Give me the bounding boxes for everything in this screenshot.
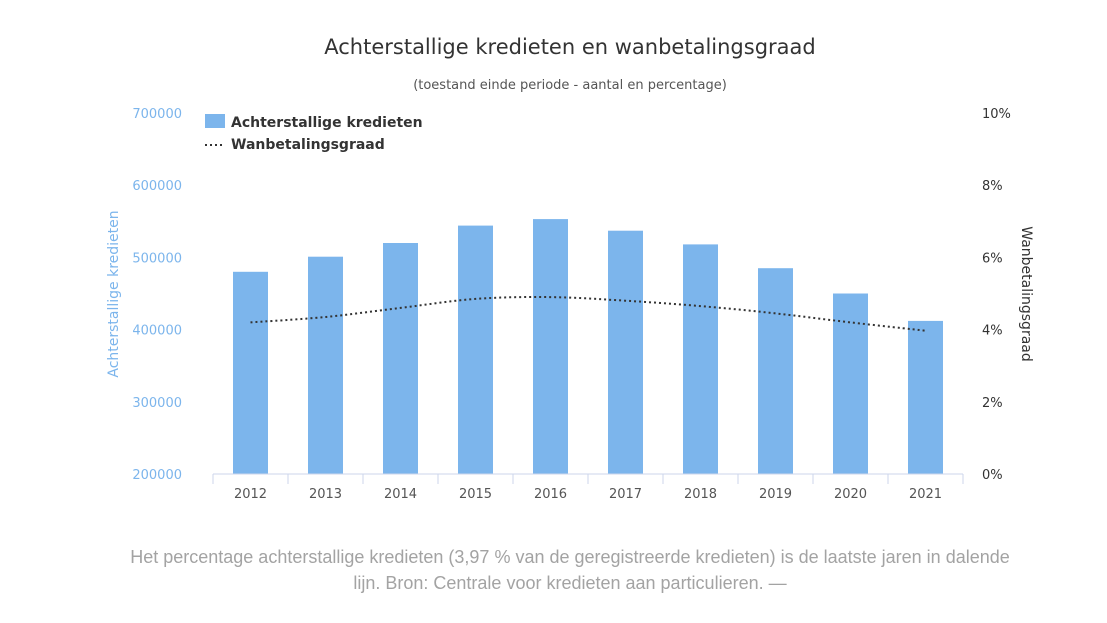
chart-caption: Het percentage achterstallige kredieten … <box>130 547 1010 593</box>
x-tick-label: 2015 <box>459 487 492 502</box>
bar-2014[interactable] <box>383 243 418 474</box>
x-tick-label: 2017 <box>609 487 642 502</box>
y-right-tick-label: 2% <box>982 396 1003 411</box>
x-tick-label: 2016 <box>534 487 567 502</box>
x-tick-label: 2019 <box>759 487 792 502</box>
y-left-axis-title: Achterstallige kredieten <box>106 210 122 377</box>
y-left-tick-label: 500000 <box>132 251 182 266</box>
x-tick-label: 2012 <box>234 487 267 502</box>
y-left-tick-label: 600000 <box>132 179 182 194</box>
bar-2012[interactable] <box>233 271 268 474</box>
legend-bar-label[interactable]: Achterstallige kredieten <box>231 115 423 131</box>
y-right-ticks: 0% 2% 4% 6% 8% 10% <box>982 107 1011 483</box>
bars <box>233 219 943 474</box>
bar-2019[interactable] <box>758 268 793 474</box>
legend-bar-swatch <box>205 114 225 128</box>
y-right-tick-label: 10% <box>982 107 1011 122</box>
y-right-tick-label: 0% <box>982 468 1003 483</box>
y-left-tick-label: 700000 <box>132 107 182 122</box>
bar-2018[interactable] <box>683 244 718 474</box>
y-right-axis-title: Wanbetalingsgraad <box>1018 226 1034 362</box>
x-tick-label: 2013 <box>309 487 342 502</box>
bar-2017[interactable] <box>608 230 643 474</box>
legend[interactable]: Achterstallige kredieten Wanbetalingsgra… <box>205 114 423 153</box>
bar-2020[interactable] <box>833 293 868 475</box>
legend-line-label[interactable]: Wanbetalingsgraad <box>231 137 385 153</box>
y-left-tick-label: 400000 <box>132 324 182 339</box>
bar-2015[interactable] <box>458 225 493 474</box>
bar-2021[interactable] <box>908 320 943 474</box>
chart-title: Achterstallige kredieten en wanbetalings… <box>324 35 815 59</box>
y-right-tick-label: 8% <box>982 179 1003 194</box>
chart-subtitle: (toestand einde periode - aantal en perc… <box>413 78 727 93</box>
x-axis: 2012 2013 2014 2015 2016 2017 2018 2019 2020 2021 <box>212 473 964 502</box>
y-left-ticks: 200000 300000 400000 500000 600000 700000 <box>132 107 182 483</box>
x-tick-label: 2018 <box>684 487 717 502</box>
y-left-tick-label: 300000 <box>132 396 182 411</box>
x-tick-label: 2014 <box>384 487 417 502</box>
y-right-tick-label: 6% <box>982 251 1003 266</box>
x-tick-label: 2021 <box>909 487 942 502</box>
rate-line <box>250 295 926 332</box>
y-right-tick-label: 4% <box>982 324 1003 339</box>
chart: Achterstallige kredieten en wanbetalings… <box>106 35 1034 502</box>
y-left-tick-label: 200000 <box>132 468 182 483</box>
x-tick-label: 2020 <box>834 487 867 502</box>
bar-2016[interactable] <box>533 219 568 474</box>
bar-2013[interactable] <box>308 256 343 474</box>
